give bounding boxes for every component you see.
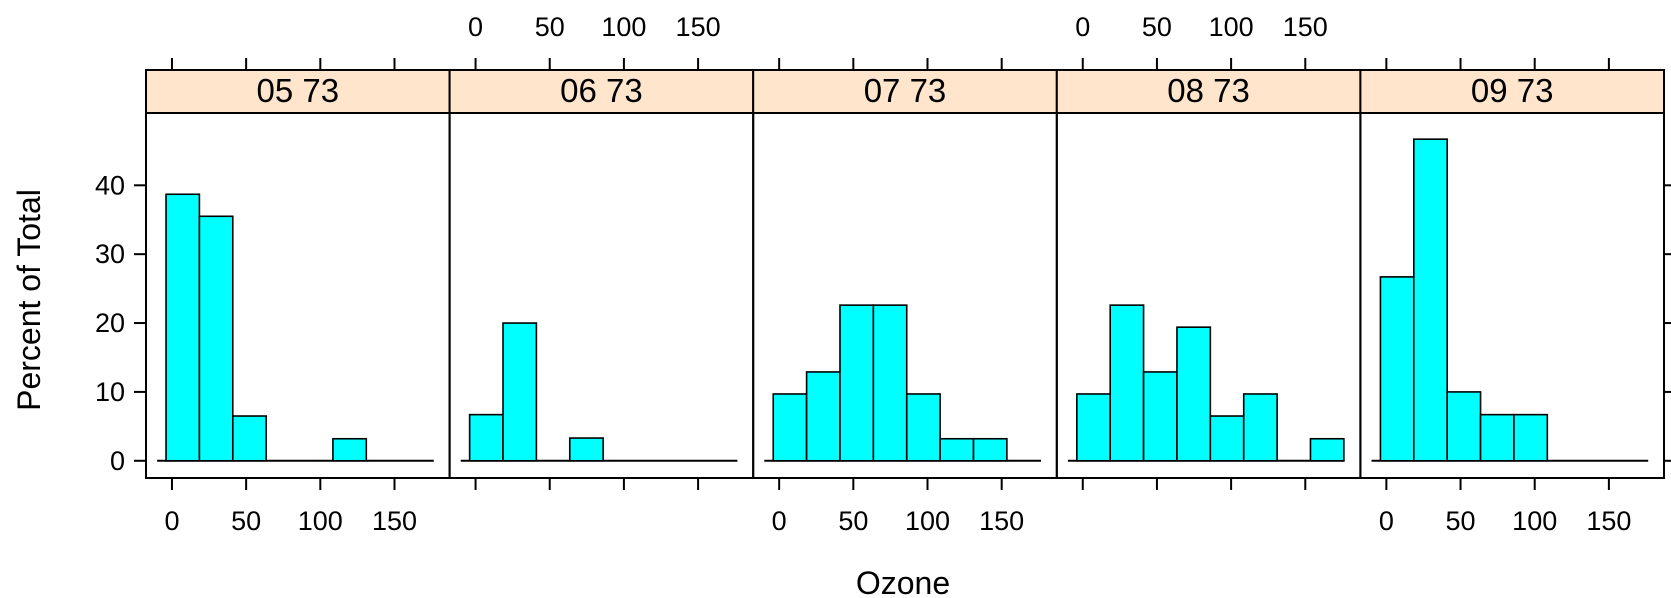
bar [839,304,875,462]
x-tick-label: 0 [468,12,483,42]
x-tick-label: 50 [1142,12,1172,42]
strip-08-73 [1056,70,1361,113]
bar [568,437,604,462]
strip-label: 08 73 [1167,72,1250,109]
bar [502,322,538,462]
x-tick-label: 50 [838,506,868,536]
bar [1513,413,1549,462]
bar [939,437,975,462]
bar [1209,415,1245,462]
bar [1176,326,1212,462]
strip-06-73 [449,70,754,113]
x-tick-label: 50 [535,12,565,42]
bar [165,193,201,462]
x-tick-label: 150 [372,506,417,536]
strip-09-73 [1360,70,1664,113]
x-tick-label: 100 [601,12,646,42]
bar [1242,393,1278,462]
bar [1109,304,1145,462]
x-tick-label: 100 [1209,12,1254,42]
panel-frame [1359,69,1666,479]
x-tick-label: 100 [298,506,343,536]
x-tick-label: 0 [772,506,787,536]
y-tick-label: 30 [95,239,125,269]
y-tick-label: 0 [110,446,125,476]
strip-05-73 [146,70,450,113]
bar [805,371,841,462]
x-tick-label: 0 [1379,506,1394,536]
bar [1309,437,1345,462]
bar [1076,393,1112,462]
bar [872,304,908,462]
y-tick-label: 40 [95,170,125,200]
x-tick-label: 150 [676,12,721,42]
x-tick-label: 50 [1446,506,1476,536]
y-axis-title: Percent of Total [11,189,47,411]
x-tick-label: 0 [164,506,179,536]
x-tick-label: 0 [1075,12,1090,42]
x-tick-label: 150 [1283,12,1328,42]
x-tick-label: 50 [231,506,261,536]
strip-label: 09 73 [1471,72,1554,109]
strip-07-73 [753,70,1057,113]
bar [1379,276,1415,462]
bar [772,393,808,462]
x-tick-label: 150 [1586,506,1631,536]
bar [198,215,234,462]
x-axis-title: Ozone [856,565,950,598]
bar [1142,371,1178,462]
x-tick-label: 100 [1512,506,1557,536]
bar [1479,413,1515,462]
strip-label: 06 73 [560,72,643,109]
bar [905,393,941,462]
y-tick-label: 10 [95,377,125,407]
strip-label: 07 73 [864,72,947,109]
bar [468,413,504,462]
x-tick-label: 100 [905,506,950,536]
bar [1413,138,1448,462]
bar [972,437,1008,462]
strip-label: 05 73 [257,72,340,109]
bar [1446,391,1482,462]
x-tick-label: 150 [979,506,1024,536]
y-tick-label: 20 [95,308,125,338]
bar [332,437,368,462]
bar [231,415,267,462]
